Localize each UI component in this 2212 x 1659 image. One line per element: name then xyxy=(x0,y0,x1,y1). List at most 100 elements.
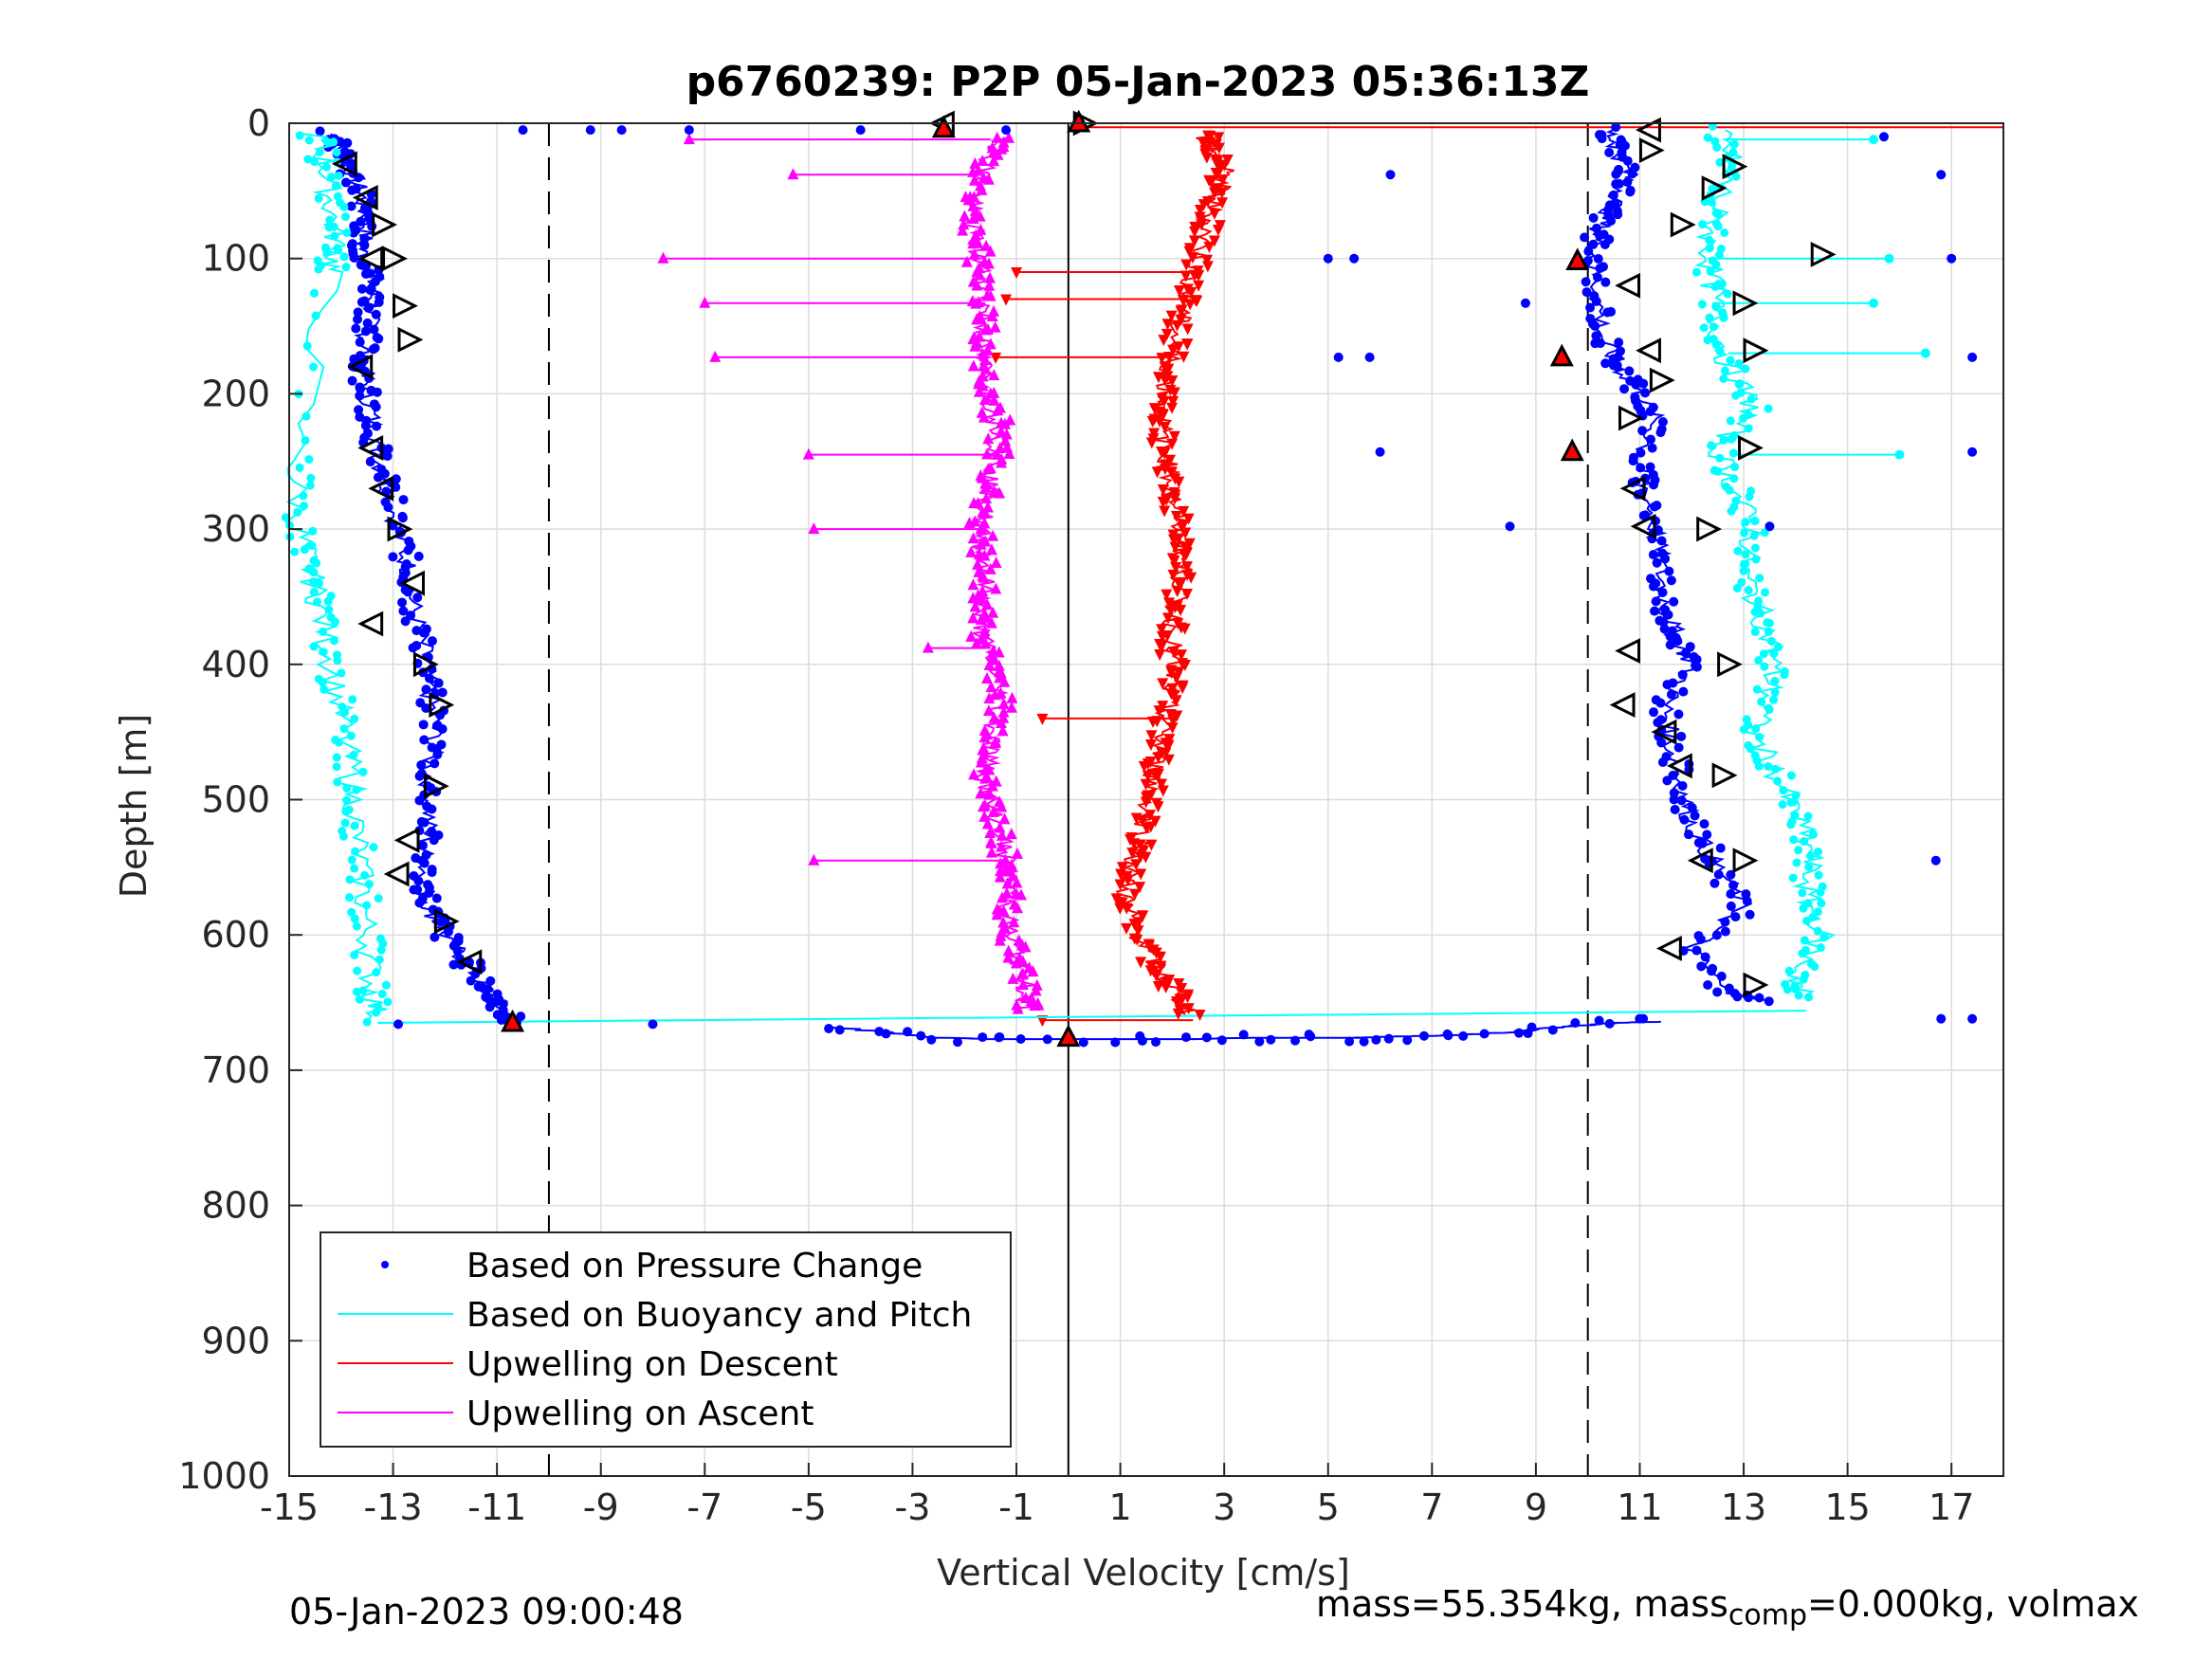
buoyancy-marker xyxy=(1749,531,1759,540)
upwelling-descent-marker xyxy=(1167,715,1179,727)
buoyancy-marker xyxy=(1727,506,1736,516)
spike-marker xyxy=(808,522,820,535)
event-triangle-marker xyxy=(1732,290,1759,317)
upwelling-descent-marker xyxy=(1193,280,1205,292)
upwelling-descent-marker xyxy=(1161,328,1173,340)
mass-rest: =0.000kg, volmax xyxy=(1807,1583,2140,1625)
pressure-marker xyxy=(403,545,413,556)
pressure-marker xyxy=(1526,1022,1537,1032)
buoyancy-marker xyxy=(1759,649,1768,659)
upwelling-descent-marker xyxy=(1208,208,1220,220)
buoyancy-marker xyxy=(319,647,328,657)
upwelling-descent-marker xyxy=(1166,374,1179,387)
pressure-marker xyxy=(1595,264,1605,274)
event-triangle-marker xyxy=(397,326,424,353)
upwelling-descent-marker xyxy=(1201,261,1214,273)
buoyancy-marker xyxy=(339,724,349,734)
pressure-marker xyxy=(1638,1013,1649,1024)
event-red-marker xyxy=(1549,343,1574,367)
upwelling-descent-marker xyxy=(1141,822,1153,834)
x-tick-label: 1 xyxy=(1109,1486,1132,1528)
buoyancy-marker xyxy=(309,556,319,565)
upwelling-descent-marker xyxy=(1179,541,1192,554)
y-tick-label: 100 xyxy=(201,238,270,280)
buoyancy-marker xyxy=(1713,466,1723,476)
upwelling-ascent-marker xyxy=(978,359,990,372)
event-triangle-marker xyxy=(429,692,455,719)
event-triangle-marker xyxy=(1651,719,1677,745)
buoyancy-marker xyxy=(1764,404,1773,413)
buoyancy-marker xyxy=(309,577,319,587)
mass-subscript: comp xyxy=(1728,1598,1808,1632)
spike-marker xyxy=(1884,253,1894,264)
pressure-marker xyxy=(430,758,440,769)
pressure-marker xyxy=(429,835,439,846)
buoyancy-marker xyxy=(1719,374,1728,383)
upwelling-descent-marker xyxy=(1168,387,1180,399)
upwelling-ascent-marker xyxy=(972,497,984,509)
upwelling-descent-marker xyxy=(1179,623,1191,635)
upwelling-descent-marker xyxy=(1173,577,1185,590)
buoyancy-marker xyxy=(290,547,300,556)
x-tick-label: -7 xyxy=(686,1486,722,1528)
buoyancy-marker xyxy=(1760,662,1769,671)
buoyancy-marker xyxy=(1770,676,1780,685)
legend-label: Upwelling on Ascent xyxy=(466,1395,814,1433)
pressure-marker xyxy=(1323,253,1333,264)
buoyancy_descent-line xyxy=(284,133,388,1020)
pressure-marker xyxy=(419,817,430,828)
x-tick-label: -15 xyxy=(260,1486,319,1528)
upwelling-ascent-marker xyxy=(996,840,1008,852)
pressure-marker xyxy=(443,926,453,937)
upwelling-descent-marker xyxy=(1210,167,1222,179)
pressure-marker xyxy=(1664,566,1674,576)
pressure-marker xyxy=(1078,1037,1088,1048)
upwelling-ascent-marker xyxy=(983,692,996,704)
pressure-marker xyxy=(1673,742,1684,753)
upwelling-ascent-marker xyxy=(981,598,994,611)
upwelling-ascent-marker xyxy=(989,735,1001,747)
pressure-marker xyxy=(1716,971,1727,981)
x-tick-label: -1 xyxy=(998,1486,1034,1528)
buoyancy-marker xyxy=(1709,322,1718,332)
upwelling-descent-marker xyxy=(1170,510,1182,522)
buoyancy-marker xyxy=(340,212,350,222)
footer-mass-info: mass=55.354kg, masscomp=0.000kg, volmax xyxy=(1316,1583,2139,1632)
mass-text: mass=55.354kg, mass xyxy=(1316,1583,1728,1625)
buoyancy-marker xyxy=(1764,705,1774,715)
upwelling-ascent-marker xyxy=(970,228,982,241)
buoyancy-marker xyxy=(303,155,313,164)
event-red-marker xyxy=(501,1009,525,1032)
buoyancy-marker xyxy=(309,588,319,597)
upwelling-ascent-marker xyxy=(971,313,983,325)
buoyancy-marker xyxy=(364,880,374,889)
upwelling-ascent-marker xyxy=(972,557,984,570)
pressure-marker xyxy=(346,201,356,211)
event-triangle-marker xyxy=(357,246,384,272)
upwelling-descent-marker xyxy=(1154,951,1166,963)
y-tick-label: 800 xyxy=(201,1185,270,1227)
buoyancy-marker xyxy=(1699,323,1709,333)
pressure-marker xyxy=(1700,952,1710,962)
upwelling-ascent-marker xyxy=(995,425,1007,437)
upwelling-descent-marker xyxy=(1176,983,1188,995)
buoyancy-marker xyxy=(304,455,314,465)
pressure-marker xyxy=(1547,1025,1558,1035)
upwelling-ascent-marker xyxy=(957,224,969,236)
pressure-marker xyxy=(1418,1030,1429,1041)
buoyancy-marker xyxy=(360,870,370,880)
upwelling-ascent-marker xyxy=(981,478,994,490)
upwelling-ascent-marker xyxy=(988,393,1000,406)
spike-marker xyxy=(1920,348,1930,358)
pressure-marker xyxy=(1201,1032,1212,1043)
upwelling-ascent-marker xyxy=(978,392,991,405)
pressure-marker xyxy=(1649,707,1659,718)
buoyancy-marker xyxy=(295,463,304,472)
upwelling-ascent-marker xyxy=(978,410,990,423)
buoyancy-marker xyxy=(330,231,339,241)
buoyancy-marker xyxy=(1816,943,1825,953)
upwelling-descent-marker xyxy=(1145,730,1158,742)
upwelling-descent-marker xyxy=(1177,295,1189,307)
pressure-marker xyxy=(1665,640,1675,650)
event-triangle-marker xyxy=(387,516,413,542)
